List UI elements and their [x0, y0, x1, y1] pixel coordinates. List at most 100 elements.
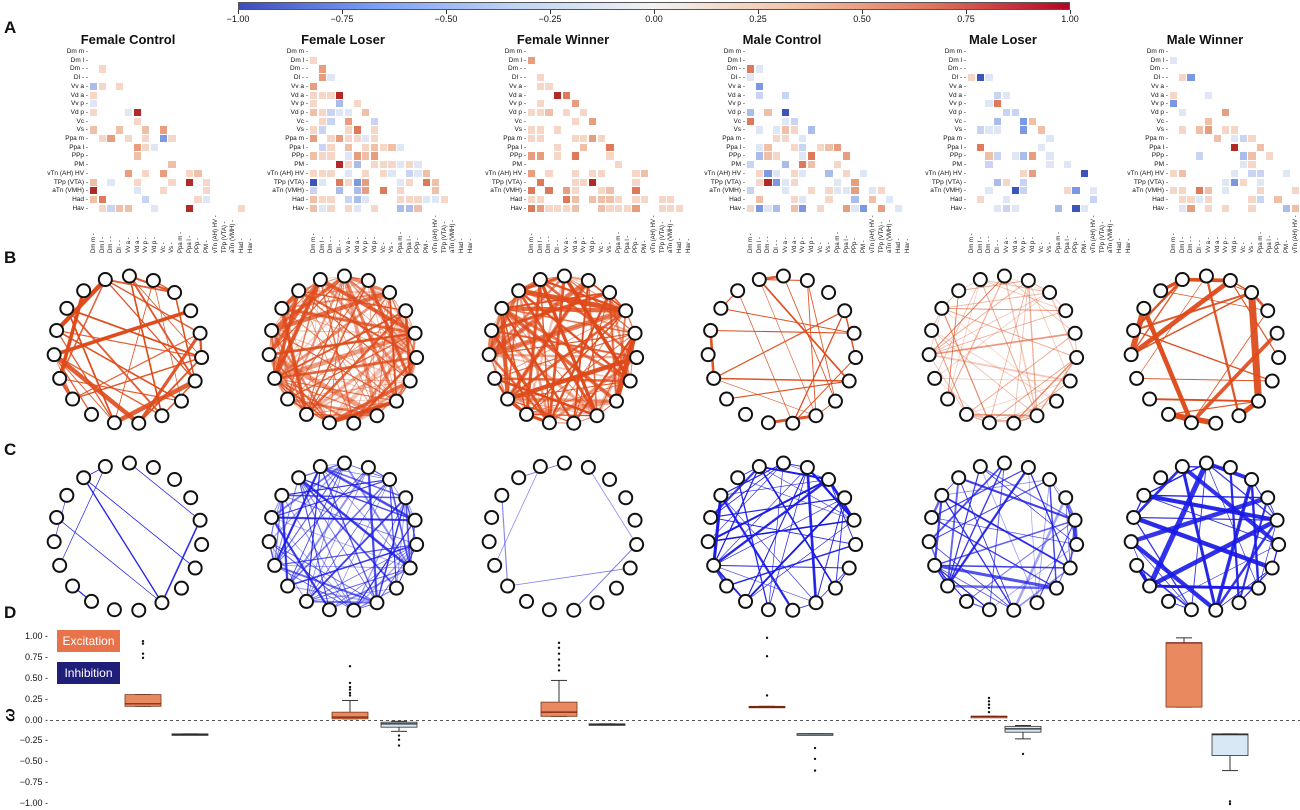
- network-node: [1174, 272, 1190, 288]
- heatmap-cell: [842, 169, 850, 178]
- network-edge: [946, 466, 1030, 587]
- network-edge: [306, 467, 369, 602]
- heatmap-cell: [397, 143, 405, 151]
- network-edge: [268, 275, 345, 356]
- network-node: [500, 578, 516, 594]
- network-edge: [268, 354, 308, 415]
- heatmap-cell: [985, 187, 993, 195]
- network-edge: [941, 494, 1015, 611]
- colorbar-tick-mark: [966, 10, 967, 14]
- network-node: [494, 300, 510, 316]
- network-graph: [481, 455, 645, 618]
- network-edge: [934, 279, 981, 379]
- network-edge: [1013, 357, 1078, 424]
- heatmap-cell: [344, 143, 353, 151]
- colorbar-tick-label: 1.00: [1061, 14, 1079, 24]
- network-edge: [298, 477, 416, 521]
- heatmap-row-label: Dl - -: [73, 74, 88, 82]
- heatmap-cell: [397, 161, 405, 169]
- network-node: [312, 459, 328, 475]
- heatmap-cell: [185, 178, 193, 186]
- network-node: [106, 415, 122, 431]
- heatmap-row-label: Vd p -: [508, 108, 526, 116]
- network-node: [336, 455, 352, 471]
- heatmap-cell: [773, 169, 781, 178]
- network-edge: [615, 310, 627, 402]
- network-node: [1244, 471, 1260, 487]
- heatmap-row-label: Vv a -: [1151, 82, 1168, 90]
- network-node: [775, 455, 791, 471]
- heatmap-row-label: Vv a -: [509, 82, 526, 90]
- heatmap-row-label: Had -: [72, 195, 88, 203]
- outlier-point: [141, 639, 145, 643]
- heatmap-cell: [344, 126, 353, 134]
- heatmap-cell: [994, 204, 1002, 212]
- heatmap-cell: [1204, 204, 1213, 212]
- heatmap-cell: [790, 169, 798, 178]
- network-node: [808, 408, 824, 424]
- heatmap-cell: [168, 161, 176, 169]
- heatmap-cell: [353, 204, 361, 212]
- network-node: [1029, 595, 1045, 611]
- heatmap-row-label: Vd a -: [508, 91, 526, 99]
- heatmap-row-label: Vv p -: [71, 100, 88, 108]
- network-edge: [138, 356, 203, 424]
- network-edge: [298, 290, 355, 424]
- heatmap-cell: [985, 152, 993, 160]
- network-edge: [404, 497, 412, 569]
- heatmap-cell: [755, 65, 763, 73]
- network-edge: [1191, 310, 1269, 423]
- network-edge: [947, 584, 1057, 590]
- heatmap-row-label: Vd a -: [1150, 91, 1168, 99]
- heatmap-cell: [790, 178, 798, 186]
- network-edge: [1248, 292, 1262, 402]
- heatmap-cell: [159, 135, 167, 143]
- heatmap-cell: [431, 187, 440, 195]
- network-edge: [388, 479, 411, 569]
- network-graph: [700, 455, 864, 618]
- network-edge: [1130, 291, 1252, 356]
- network-edge: [271, 516, 411, 569]
- heatmap-cell: [571, 100, 579, 108]
- network-edge: [274, 290, 300, 379]
- network-edge: [306, 600, 377, 604]
- heatmap-cell: [1028, 117, 1037, 125]
- network-node: [264, 509, 280, 525]
- network-edge: [1012, 497, 1067, 611]
- heatmap-cell: [1239, 152, 1247, 160]
- network-edge: [1129, 540, 1218, 612]
- heatmap-cell: [318, 152, 326, 160]
- network-edge: [713, 565, 817, 604]
- network-node: [388, 393, 404, 409]
- panel-b-letter: B: [4, 248, 17, 267]
- heatmap-row-label: TPp (VTA) -: [1133, 178, 1168, 186]
- network-edge: [305, 497, 407, 603]
- heatmap-cell: [133, 143, 141, 151]
- network-node: [703, 509, 719, 525]
- network-edge: [272, 278, 323, 380]
- network-node: [846, 325, 862, 341]
- network-edge: [153, 280, 182, 402]
- network-node: [1129, 370, 1145, 386]
- network-node: [1136, 300, 1152, 316]
- heatmap-row-label: Dm m -: [66, 48, 88, 55]
- heatmap-cell: [1222, 187, 1230, 195]
- heatmap-cell: [799, 169, 807, 178]
- network-node: [1067, 512, 1083, 528]
- heatmap-row-label: aTn (VMH) -: [709, 187, 745, 195]
- box-iqr: [124, 694, 162, 707]
- network-edge: [947, 462, 1005, 587]
- heatmap-cell: [658, 204, 666, 212]
- heatmap-row-label: Had -: [292, 195, 308, 203]
- network-node: [1042, 471, 1058, 487]
- network-node: [131, 415, 147, 431]
- network-edge: [287, 585, 378, 604]
- network-edge: [931, 330, 968, 415]
- heatmap-cell: [116, 82, 124, 91]
- network-node: [996, 455, 1012, 471]
- outlier-point: [348, 691, 352, 695]
- network-edge: [958, 476, 1076, 522]
- network-node: [154, 595, 170, 611]
- network-node: [484, 509, 500, 525]
- network-node: [52, 557, 68, 573]
